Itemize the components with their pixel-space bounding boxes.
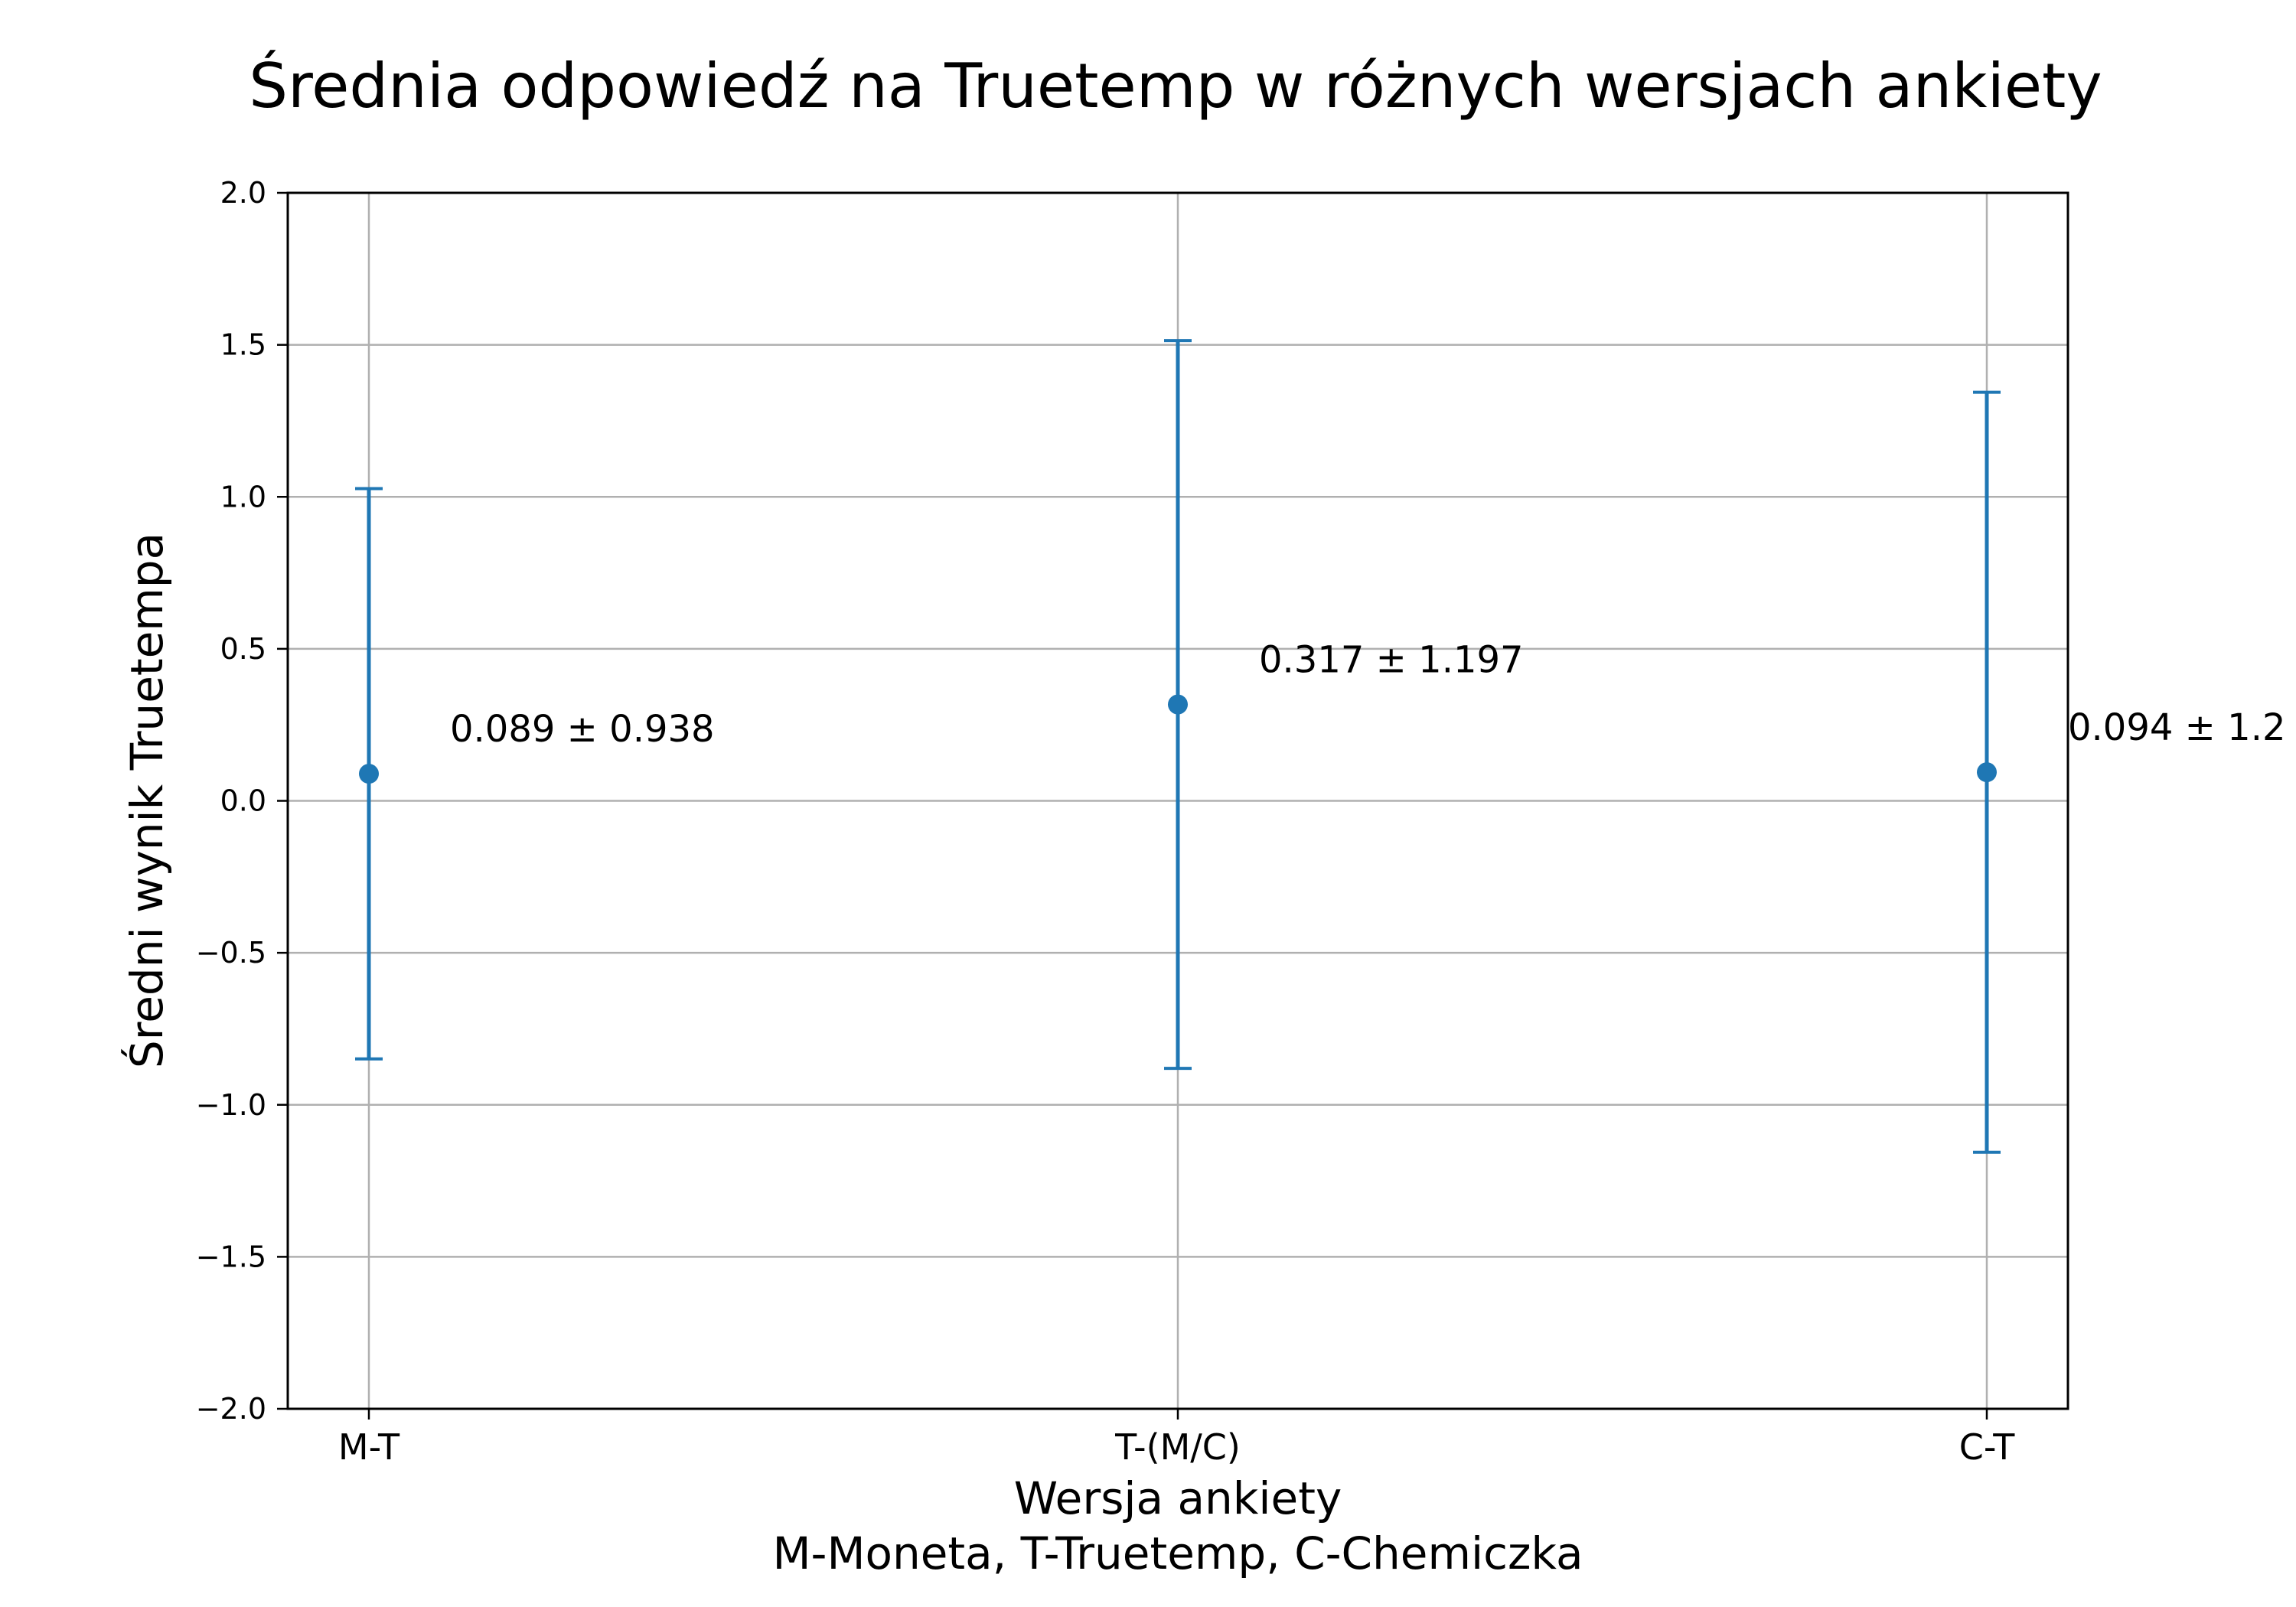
x-axis-ticks: M-T T-(M/C) C-T <box>338 1409 2015 1468</box>
annotations: 0.089 ± 0.938 0.317 ± 1.197 0.094 ± 1.2 <box>450 639 2285 751</box>
x-tick-label: T-(M/C) <box>1114 1426 1241 1468</box>
data-annotation: 0.317 ± 1.197 <box>1259 639 1524 682</box>
y-tick-label: 2.0 <box>220 176 266 210</box>
data-annotation: 0.094 ± 1.2 <box>2068 706 2285 749</box>
mean-point <box>359 764 379 784</box>
y-axis-ticks: −2.0 −1.5 −1.0 −0.5 0.0 0.5 1.0 1.5 2.0 <box>196 176 288 1426</box>
y-tick-label: −2.0 <box>196 1392 266 1426</box>
y-tick-label: −1.0 <box>196 1088 266 1122</box>
x-tick-label: M-T <box>338 1426 400 1468</box>
data-annotation: 0.089 ± 0.938 <box>450 708 715 751</box>
series-truetemp <box>355 339 2001 1154</box>
x-tick-label: C-T <box>1959 1426 2015 1468</box>
y-axis-label: Średni wynik Truetempa <box>120 533 173 1068</box>
mean-point <box>1168 694 1188 715</box>
chart-title: Średnia odpowiedź na Truetemp w różnych … <box>249 50 2102 122</box>
mean-point <box>1977 762 1997 783</box>
y-tick-label: −1.5 <box>196 1240 266 1273</box>
x-axis-label-line2: M-Moneta, T-Truetemp, C-Chemiczka <box>772 1527 1583 1579</box>
y-tick-label: 0.5 <box>220 632 266 666</box>
y-tick-label: 1.0 <box>220 480 266 513</box>
y-tick-label: 1.5 <box>220 328 266 362</box>
y-tick-label: −0.5 <box>196 936 266 970</box>
y-tick-label: 0.0 <box>220 784 266 818</box>
plot-area-frame <box>286 191 2069 1410</box>
x-axis-label: Wersja ankiety <box>1014 1472 1342 1524</box>
